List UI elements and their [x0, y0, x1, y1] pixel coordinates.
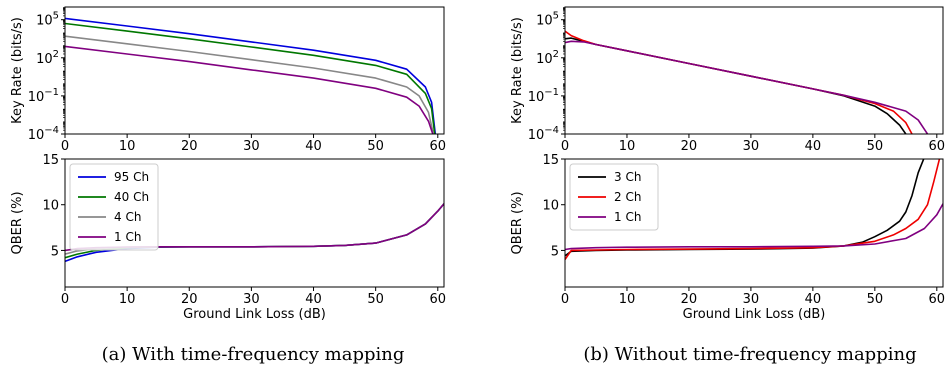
x-tick-label: 40 — [805, 292, 822, 307]
legend-label: 4 Ch — [114, 210, 141, 224]
y-tick-label: 102 — [536, 49, 559, 67]
series-line-b-bottom-2 — [565, 203, 943, 251]
x-tick-label: 30 — [243, 139, 260, 154]
y-tick-label: 15 — [42, 153, 59, 168]
y-tick-label: 5 — [51, 244, 59, 259]
panel-b-key-rate-plot: 0 10 20 30 40 50 60 10−4 10−1 102 105 Key Rate (bit… — [510, 6, 946, 154]
x-tick-label: 30 — [743, 292, 760, 307]
legend-box — [69, 163, 159, 251]
y-axis-label: Key Rate (bits/s) — [510, 17, 525, 124]
y-tick-label: 10−4 — [528, 125, 559, 143]
y-axis-label: Key Rate (bits/s) — [10, 17, 25, 124]
x-tick-label: 60 — [929, 292, 946, 307]
x-tick-label: 20 — [681, 292, 698, 307]
x-tick-label: 10 — [619, 292, 636, 307]
y-axis-label: QBER (%) — [10, 191, 25, 254]
y-tick-label: 105 — [36, 11, 59, 29]
series-line-a-top-1 — [65, 22, 436, 134]
x-tick-label: 40 — [305, 292, 322, 307]
series-line-b-top-0 — [565, 37, 907, 134]
series-line-b-top-2 — [565, 40, 929, 134]
x-tick-label: 20 — [181, 139, 198, 154]
x-tick-label: 50 — [867, 292, 884, 307]
legend-label: 1 Ch — [114, 230, 141, 244]
series-line-a-top-2 — [65, 35, 435, 134]
legend-label: 1 Ch — [614, 210, 641, 224]
y-tick-label: 10 — [42, 199, 59, 214]
x-tick-label: 20 — [181, 292, 198, 307]
series-line-a-top-3 — [65, 45, 434, 134]
x-axis-label: Ground Link Loss (dB) — [183, 307, 326, 322]
x-tick-label: 40 — [805, 139, 822, 154]
x-axis-label: Ground Link Loss (dB) — [683, 307, 826, 322]
x-tick-label: 0 — [61, 292, 69, 307]
y-tick-label: 10−1 — [28, 87, 59, 105]
legend-label: 40 Ch — [114, 190, 149, 204]
legend-label: 95 Ch — [114, 170, 149, 184]
y-axis-label: QBER (%) — [510, 191, 525, 254]
y-tick-label: 10−4 — [28, 125, 59, 143]
x-tick-label: 0 — [61, 139, 69, 154]
caption-b: (b) Without time-frequency mapping — [583, 344, 916, 365]
x-tick-label: 50 — [867, 139, 884, 154]
plot-frame-a-bottom — [64, 158, 445, 288]
x-tick-label: 60 — [430, 292, 447, 307]
x-tick-label: 0 — [561, 139, 569, 154]
plot-frame-a-top — [64, 6, 445, 135]
x-tick-label: 0 — [561, 292, 569, 307]
x-tick-label: 60 — [430, 139, 447, 154]
caption-a: (a) With time-frequency mapping — [102, 344, 405, 365]
x-tick-label: 40 — [305, 139, 322, 154]
x-tick-label: 10 — [119, 292, 136, 307]
y-tick-label: 15 — [542, 153, 559, 168]
plot-frame-b-bottom — [564, 158, 944, 288]
panel-b-qber-plot: 0 10 20 30 40 50 60 5 10 15 QBER (%) Ground Link Lo… — [510, 153, 945, 322]
x-tick-label: 50 — [367, 292, 384, 307]
y-tick-label: 10 — [542, 199, 559, 214]
x-tick-label: 30 — [243, 292, 260, 307]
legend-label: 2 Ch — [614, 190, 641, 204]
y-tick-label: 105 — [536, 11, 559, 29]
x-tick-label: 20 — [681, 139, 698, 154]
x-tick-label: 10 — [619, 139, 636, 154]
panel-a-qber-plot: 0 10 20 30 40 50 60 5 10 15 QBER (%) Ground Link Lo… — [10, 153, 446, 322]
y-tick-label: 5 — [551, 244, 559, 259]
x-tick-label: 30 — [743, 139, 760, 154]
x-tick-label: 10 — [119, 139, 136, 154]
legend-label: 3 Ch — [614, 170, 641, 184]
x-tick-label: 60 — [929, 139, 946, 154]
series-line-b-top-1 — [565, 30, 913, 134]
series-line-a-top-0 — [65, 17, 437, 134]
x-tick-label: 50 — [367, 139, 384, 154]
y-tick-label: 10−1 — [528, 87, 559, 105]
legend-box — [569, 163, 659, 231]
y-tick-label: 102 — [36, 49, 59, 67]
plot-frame-b-top — [564, 6, 944, 135]
panel-a-key-rate-plot: 0 10 20 30 40 50 60 10−4 10−1 102 105 Key Rate (bit… — [10, 6, 447, 154]
